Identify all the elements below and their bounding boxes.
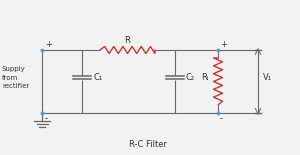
Text: +: + [220, 40, 227, 49]
Text: R-C Filter: R-C Filter [129, 140, 167, 149]
Text: +: + [45, 40, 52, 49]
Text: C₂: C₂ [186, 73, 195, 82]
Text: C₁: C₁ [93, 73, 102, 82]
Text: Supply
from
rectifier: Supply from rectifier [2, 66, 29, 89]
Text: -: - [45, 114, 48, 123]
Text: -: - [220, 114, 223, 123]
Text: R: R [124, 36, 130, 45]
Text: Rₗ: Rₗ [201, 73, 208, 82]
Text: V₁: V₁ [263, 73, 272, 82]
